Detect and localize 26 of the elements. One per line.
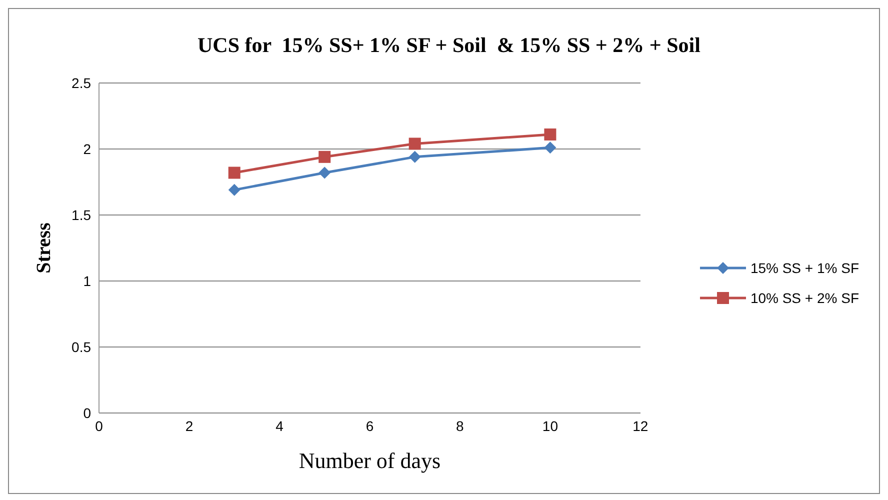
y-tick-label: 1.5 — [72, 206, 92, 223]
x-tick-label: 0 — [95, 418, 104, 434]
legend-label: 10% SS + 2% SF — [750, 289, 859, 308]
x-tick-label: 10 — [542, 418, 558, 434]
point — [318, 166, 331, 179]
y-tick-label: 0.5 — [72, 338, 92, 355]
point — [318, 150, 331, 163]
point — [228, 184, 240, 196]
point — [408, 150, 421, 163]
point — [544, 142, 556, 154]
x-tick-label: 12 — [632, 418, 648, 434]
y-tick-label: 1 — [83, 272, 92, 289]
x-tick-label: 8 — [456, 418, 464, 434]
y-tick-label: 0 — [83, 404, 92, 421]
y-tick-label: 2.5 — [72, 74, 92, 91]
x-tick-label: 2 — [185, 418, 194, 434]
point — [228, 166, 240, 179]
x-tick-label: 4 — [276, 418, 284, 434]
point — [408, 138, 421, 150]
chart-title: UCS for 15% SS+ 1% SF + Soil & 15% SS + 2% + Soil — [196, 32, 702, 59]
legend-label: 15% SS + 1% SF — [750, 259, 859, 278]
y-axis-title: Stress — [33, 222, 56, 274]
point — [544, 128, 556, 140]
x-tick-label: 6 — [366, 418, 374, 434]
x-axis-title: Number of days — [298, 448, 441, 473]
y-tick-label: 2 — [83, 140, 92, 157]
